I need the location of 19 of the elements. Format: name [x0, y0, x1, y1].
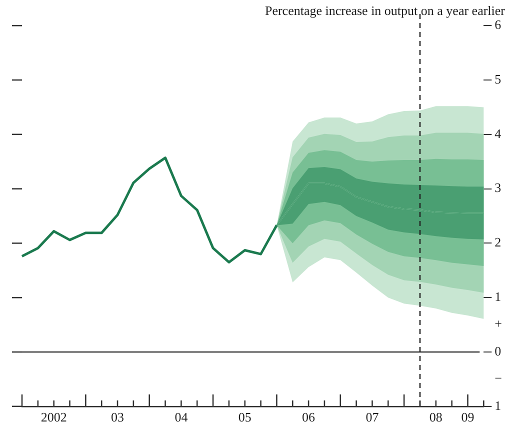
x-tick-label: 09	[461, 410, 474, 425]
x-tick-label: 03	[111, 410, 124, 425]
y-tick-label: +	[494, 316, 502, 332]
x-tick-label: 05	[238, 410, 252, 425]
x-tick-label: 2002	[40, 410, 67, 425]
y-tick-label: 5	[494, 71, 502, 86]
y-tick-label: 3	[494, 180, 502, 196]
x-tick-label: 07	[366, 410, 380, 425]
y-tick-label: 1	[494, 398, 502, 413]
y-tick-label: −	[494, 370, 502, 386]
y-tick-label: 2	[494, 234, 502, 250]
chart-title: Percentage increase in output on a year earlier	[264, 3, 506, 18]
y-tick-label: 4	[494, 126, 502, 141]
y-tick-label: 1	[494, 289, 502, 304]
x-tick-label: 04	[174, 410, 188, 425]
y-tick-label: 0	[494, 343, 502, 358]
x-tick-label: 08	[429, 410, 442, 425]
y-tick-label: 6	[494, 17, 502, 32]
x-tick-label: 06	[302, 410, 316, 425]
